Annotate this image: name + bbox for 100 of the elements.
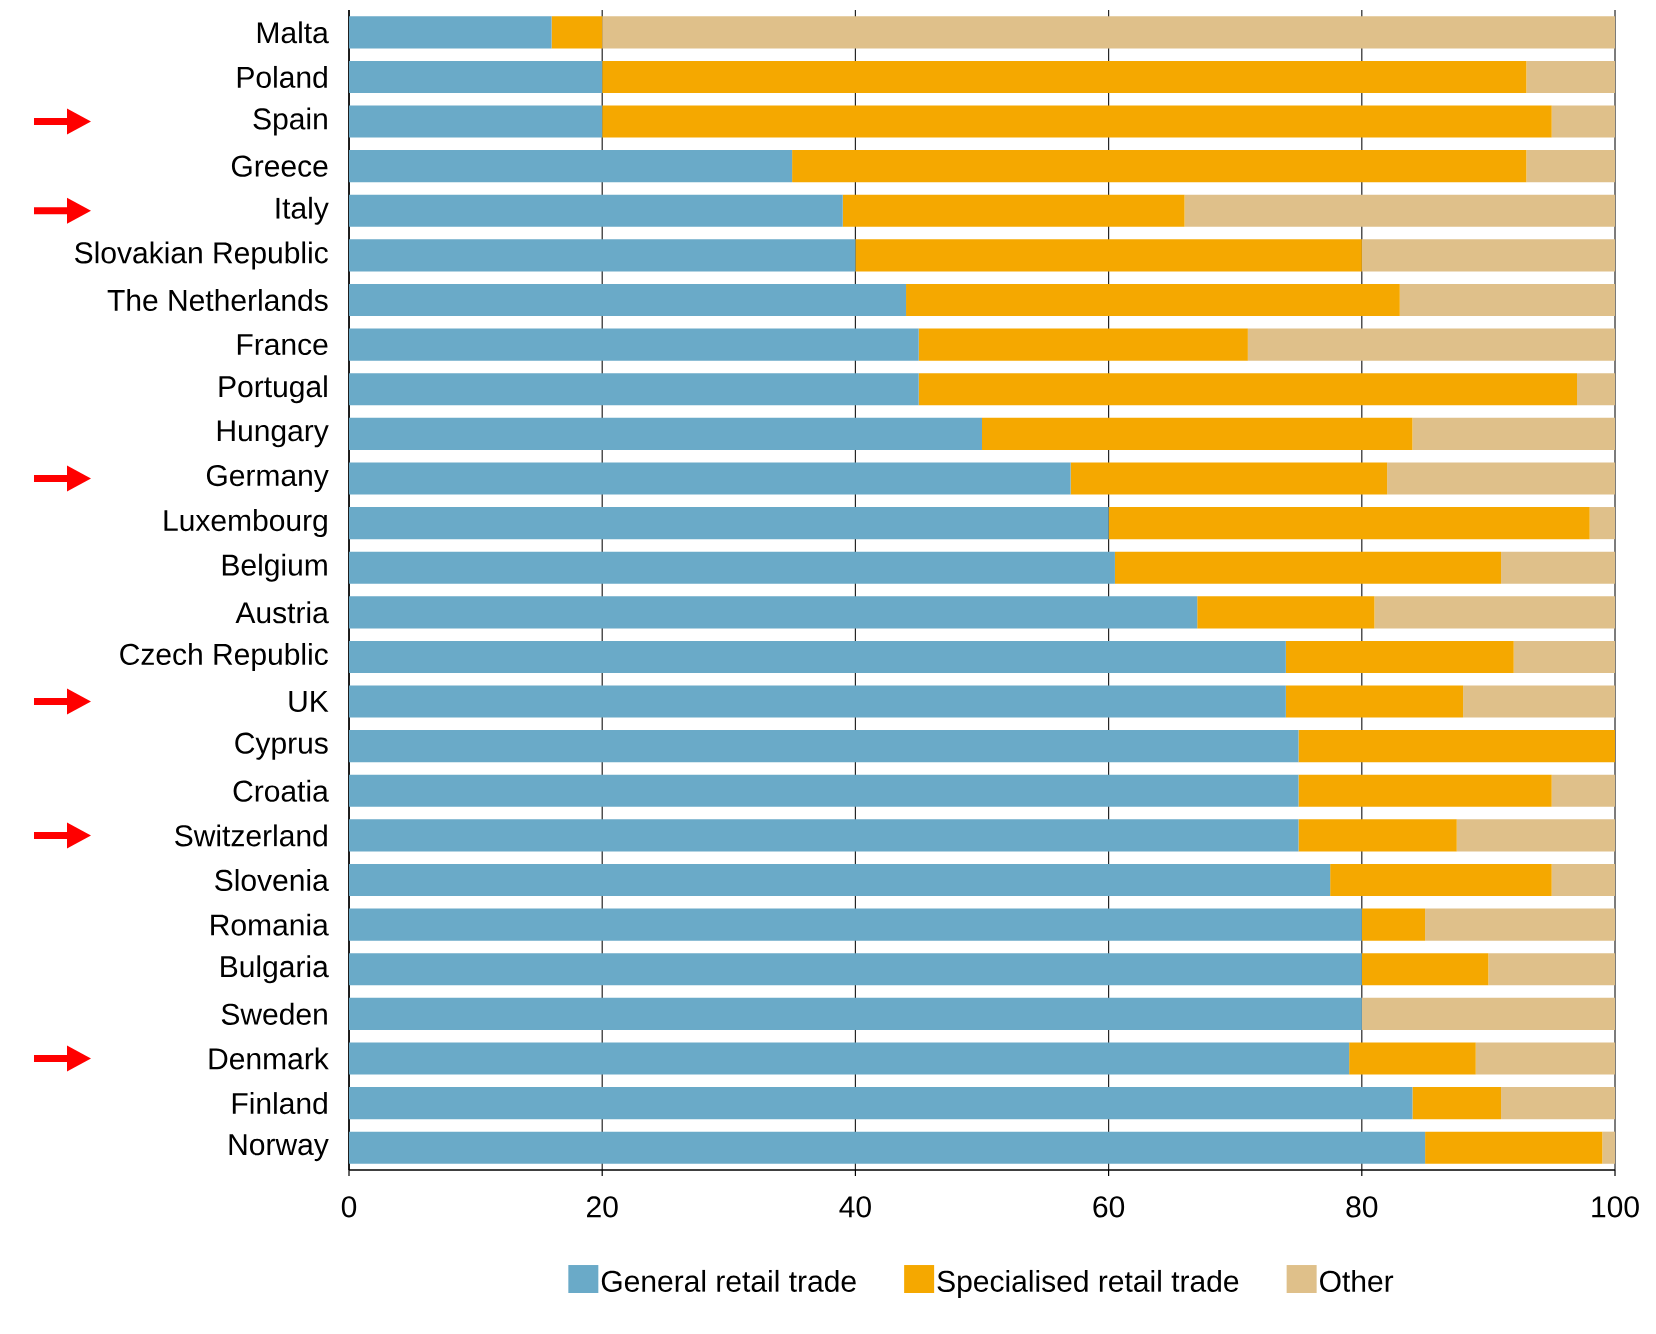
y-tick-label: Austria [235,601,329,624]
y-tick-label: Bulgaria [221,955,329,984]
bar [1374,596,1616,629]
bar [1361,953,1489,986]
bar [349,462,1071,495]
bar [918,373,1578,406]
bar [1197,596,1375,629]
x-tick-label: 20 [587,1196,618,1218]
bar [349,60,603,94]
bar [349,953,1362,986]
y-tick-label: Sweden [221,1002,327,1025]
x-tick-label: 100 [1592,1196,1639,1218]
bar [1412,1087,1502,1120]
y-tick-label: Norway [229,1134,329,1162]
bar [1475,1042,1616,1075]
bar [349,596,1198,629]
bar [349,328,919,361]
bar [1501,1087,1616,1120]
bar [349,283,907,317]
y-tick-label: Italy [276,196,329,225]
bar [349,863,1331,897]
bar [1361,239,1616,272]
bar [349,685,1286,718]
bar [1412,417,1616,450]
bar [349,1042,1350,1075]
bar [349,908,1362,941]
bar [1488,953,1616,986]
y-tick-label: Denmark [209,1047,329,1070]
bar [1399,283,1616,317]
bar [349,774,1299,807]
bar [1361,908,1426,941]
y-tick-label: Belgium [222,553,327,582]
legend-label: Specialised retail trade [937,1269,1239,1298]
bar [1298,730,1616,763]
bar [1589,507,1616,540]
bar [1298,774,1552,807]
bar [1285,685,1464,718]
bar [349,105,603,138]
bar [1526,150,1616,183]
y-tick-label: Switzerland [175,824,327,847]
bar [1330,863,1552,897]
y-tick-label: France [237,334,328,356]
bar [349,150,793,183]
bar [906,283,1400,317]
bar [1602,1131,1616,1164]
y-tick-label: Portugal [219,375,327,404]
bar [855,239,1362,272]
bar [349,730,1299,763]
bar [1513,640,1616,674]
bar [602,105,1552,138]
bar [1114,551,1502,584]
y-tick-label: Cyprus [235,732,328,760]
y-tick-label: Slovenia [215,869,329,892]
bar [349,373,919,406]
legend-label: Other [1320,1269,1394,1292]
bar [1387,462,1616,495]
bar [349,1087,1413,1120]
bar [1425,1131,1603,1164]
y-tick-label: Luxembourg [164,509,327,538]
bar [1526,60,1616,94]
bar [1108,507,1590,540]
bar [349,1131,1426,1164]
bar [1425,908,1616,941]
bar [349,239,856,272]
y-tick-label: Croatia [233,779,329,802]
bar [1361,997,1616,1030]
y-tick-label: Finland [232,1092,327,1115]
y-tick-label: Greece [231,155,328,177]
y-tick-label: UK [289,691,329,713]
bar [1501,551,1616,584]
bar [1298,819,1457,852]
bar [349,194,843,227]
bar [1551,105,1616,138]
bar [1551,863,1616,897]
bar [1285,640,1514,674]
x-tick-label: 0 [341,1196,357,1218]
bar [1463,685,1616,718]
bar [842,194,1185,227]
y-tick-label: Hungary [217,420,329,448]
y-tick-label: Malta [257,21,329,44]
bar [349,507,1109,540]
bar [1247,328,1616,361]
y-tick-label: Slovakian Republic [75,241,328,270]
bar [1184,194,1616,227]
y-tick-label: Romania [211,913,329,936]
y-tick-label: Poland [237,65,327,88]
bar [792,150,1527,183]
bar [349,997,1362,1030]
bar [982,417,1413,450]
x-tick-label: 40 [839,1196,871,1218]
bar [1349,1042,1476,1075]
y-tick-label: Germany [206,464,329,493]
x-tick-label: 80 [1346,1196,1378,1218]
bar [349,16,552,49]
bar [551,16,603,49]
y-tick-label: Spain [253,107,327,136]
bar [349,551,1115,584]
bar [918,328,1248,361]
bar [349,640,1286,674]
y-tick-label: Czech Republic [120,642,328,671]
